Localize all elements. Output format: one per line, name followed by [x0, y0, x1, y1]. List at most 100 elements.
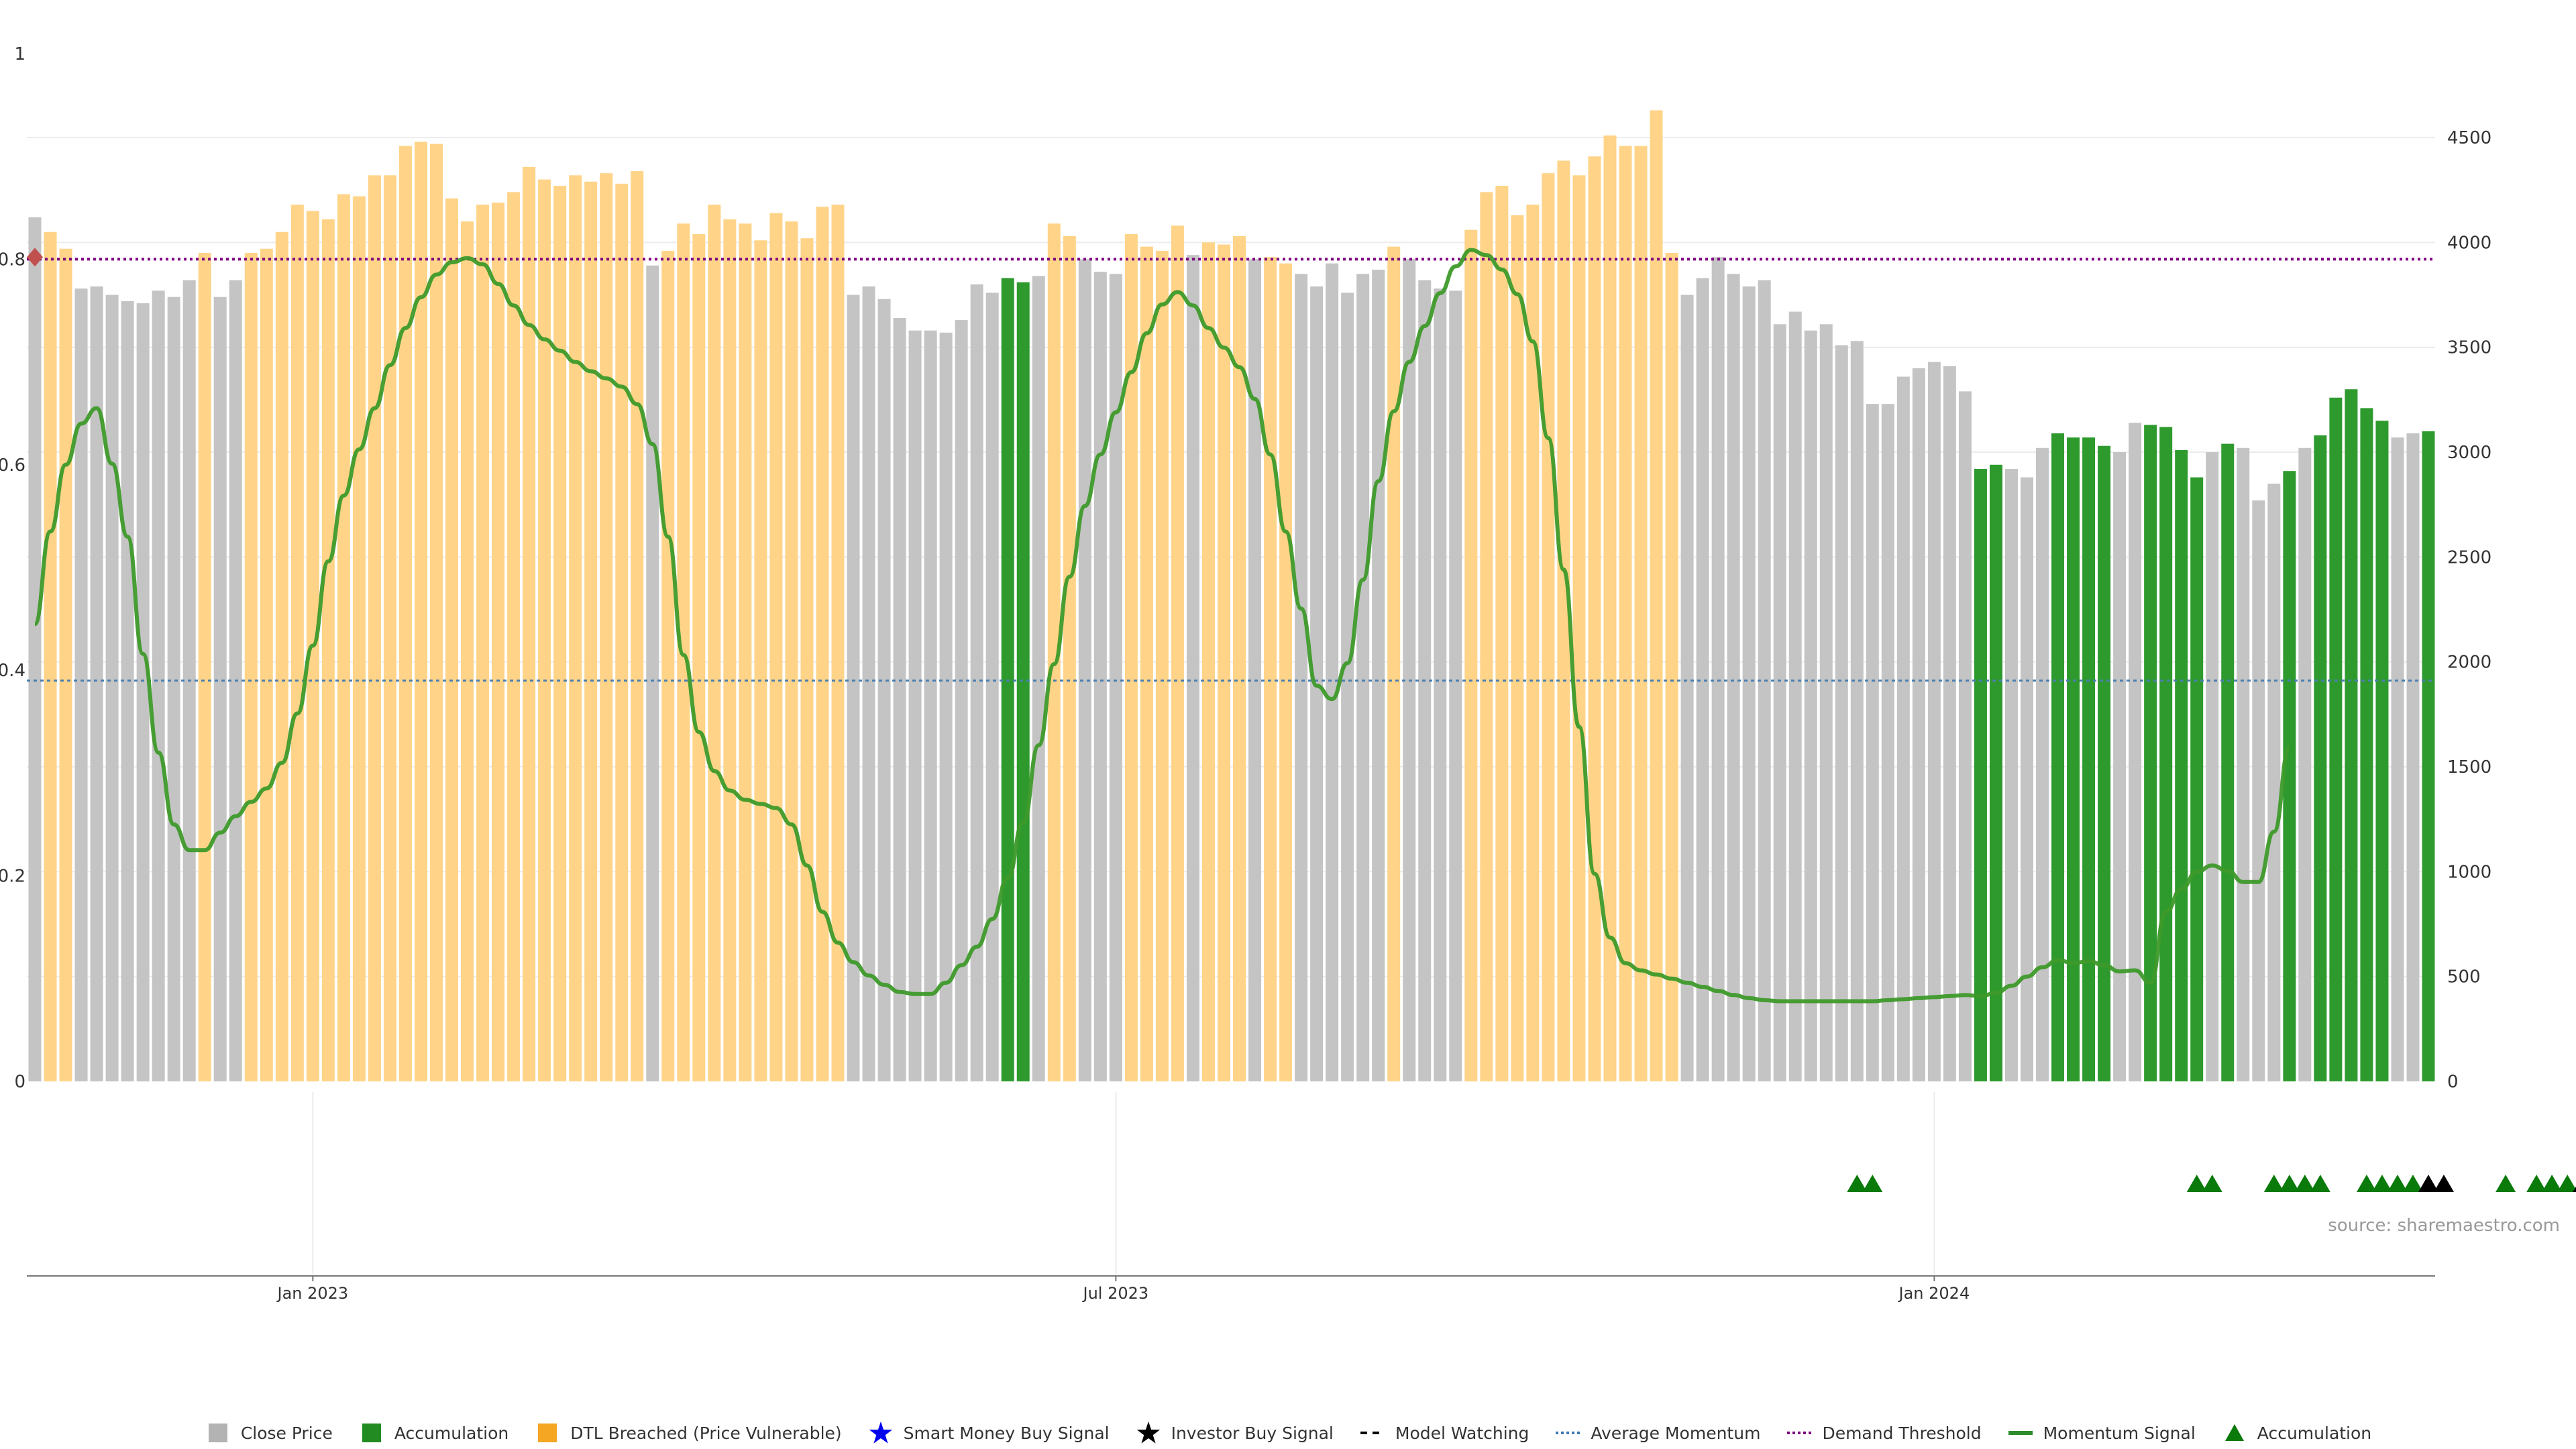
price-bar	[2067, 437, 2080, 1081]
price-bar	[2098, 445, 2111, 1081]
investor-buy-marker	[2418, 1175, 2438, 1192]
price-bar	[2345, 389, 2358, 1081]
price-bar	[1974, 469, 1987, 1081]
left-tick-label: 0.2	[0, 867, 25, 887]
accumulation-triangle	[2186, 1175, 2207, 1192]
price-bar	[136, 303, 150, 1081]
right-tick-label: 1500	[2447, 757, 2491, 777]
legend-swatch-triangle	[2224, 1424, 2244, 1441]
price-bar	[631, 171, 644, 1082]
price-bar	[2129, 423, 2142, 1081]
price-bar	[1896, 376, 1910, 1081]
price-bar	[1788, 311, 1802, 1082]
right-tick-label: 1000	[2447, 862, 2491, 882]
price-bar	[1881, 404, 1894, 1081]
price-bar	[523, 166, 536, 1082]
price-bar	[1032, 276, 1045, 1081]
price-bar	[507, 192, 521, 1081]
legend-label: Investor Buy Signal	[1171, 1423, 1334, 1443]
price-bar	[615, 183, 629, 1081]
left-tick-label: 1	[14, 44, 25, 64]
price-bar	[862, 286, 875, 1081]
legend-swatch-star	[1136, 1421, 1160, 1444]
price-bar	[1680, 294, 1694, 1081]
price-bar	[1619, 146, 1632, 1081]
price-bar	[74, 288, 88, 1082]
price-bar	[105, 294, 119, 1081]
right-tick-label: 2500	[2447, 547, 2491, 568]
price-bar	[1201, 242, 1215, 1082]
accumulation-triangle	[2294, 1175, 2315, 1192]
price-bar	[2206, 452, 2219, 1081]
price-bars	[28, 110, 2435, 1082]
price-bar	[167, 297, 180, 1082]
accumulation-triangle	[2542, 1175, 2563, 1192]
price-bar	[414, 142, 427, 1081]
price-bar	[321, 219, 335, 1082]
price-bar	[2004, 469, 2018, 1081]
legend-item: Demand Threshold	[1786, 1421, 1982, 1445]
price-bar	[908, 330, 922, 1081]
price-bar	[2298, 447, 2312, 1081]
price-bar	[1233, 236, 1246, 1081]
accumulation-triangle	[1862, 1175, 1883, 1192]
start-marker	[27, 248, 43, 267]
price-bar	[1217, 244, 1230, 1081]
price-bar	[1124, 233, 1138, 1082]
price-bar	[692, 233, 706, 1082]
price-bar	[1047, 223, 1061, 1081]
price-bar	[1943, 366, 1956, 1082]
legend-item: Model Watching	[1359, 1421, 1529, 1445]
price-bar	[430, 144, 443, 1082]
signal-markers	[27, 248, 2576, 1192]
price-bar	[2314, 435, 2327, 1081]
x-tick-label: Jul 2023	[1082, 1284, 1149, 1303]
price-bar	[800, 238, 814, 1081]
price-bar	[2051, 433, 2065, 1081]
price-bar	[739, 223, 752, 1081]
accumulation-triangle	[2263, 1175, 2284, 1192]
price-bar	[1387, 246, 1401, 1081]
accumulation-triangle	[2496, 1175, 2516, 1192]
price-bar	[2237, 447, 2250, 1081]
price-bar	[538, 179, 551, 1082]
price-bar	[1434, 288, 1447, 1082]
investor-buy-marker	[2434, 1175, 2455, 1192]
price-bar	[492, 202, 505, 1082]
right-tick-label: 4000	[2447, 233, 2491, 253]
legend-label: Smart Money Buy Signal	[903, 1423, 1110, 1443]
price-bar	[1480, 192, 1493, 1081]
price-bar	[1634, 146, 1648, 1081]
legend-label: Demand Threshold	[1822, 1423, 1982, 1443]
accumulation-triangle	[2387, 1175, 2408, 1192]
price-bar	[383, 175, 396, 1082]
price-bar	[2144, 425, 2157, 1081]
left-tick-label: 0.6	[0, 455, 25, 476]
right-axis: 0 500 1000 1500 2000 2500 3000 3500 4000 4500	[2447, 128, 2491, 1092]
legend-label: Momentum Signal	[2043, 1423, 2196, 1443]
price-bar	[244, 253, 258, 1082]
momentum-signal-line	[33, 248, 2292, 1004]
price-bar	[1958, 391, 1972, 1082]
price-bar	[2190, 477, 2204, 1081]
legend-item: Smart Money Buy Signal	[867, 1421, 1110, 1445]
price-bar	[1711, 257, 1725, 1082]
price-bar	[1449, 290, 1462, 1081]
accumulation-triangle	[2371, 1175, 2392, 1192]
price-bar	[368, 175, 381, 1082]
chart-canvas: 0 0.2 0.4 0.6 0.8 1 0 500 1000 1500 2000 2500 3000 3…	[0, 44, 2576, 1303]
price-bar	[939, 332, 953, 1081]
source-label: source: sharemaestro.com	[2328, 1216, 2560, 1236]
price-bar	[1171, 225, 1184, 1082]
legend-item: Accumulation	[358, 1421, 508, 1445]
price-bar	[723, 219, 737, 1082]
right-tick-label: 2000	[2447, 653, 2491, 673]
price-bar	[1542, 173, 1555, 1081]
price-bar	[600, 173, 613, 1081]
right-tick-label: 3500	[2447, 338, 2491, 358]
price-bar	[2113, 452, 2127, 1081]
legend-swatch-line	[2008, 1431, 2033, 1435]
x-tick-label: Jan 2024	[1898, 1284, 1970, 1303]
price-bar	[1264, 257, 1277, 1082]
